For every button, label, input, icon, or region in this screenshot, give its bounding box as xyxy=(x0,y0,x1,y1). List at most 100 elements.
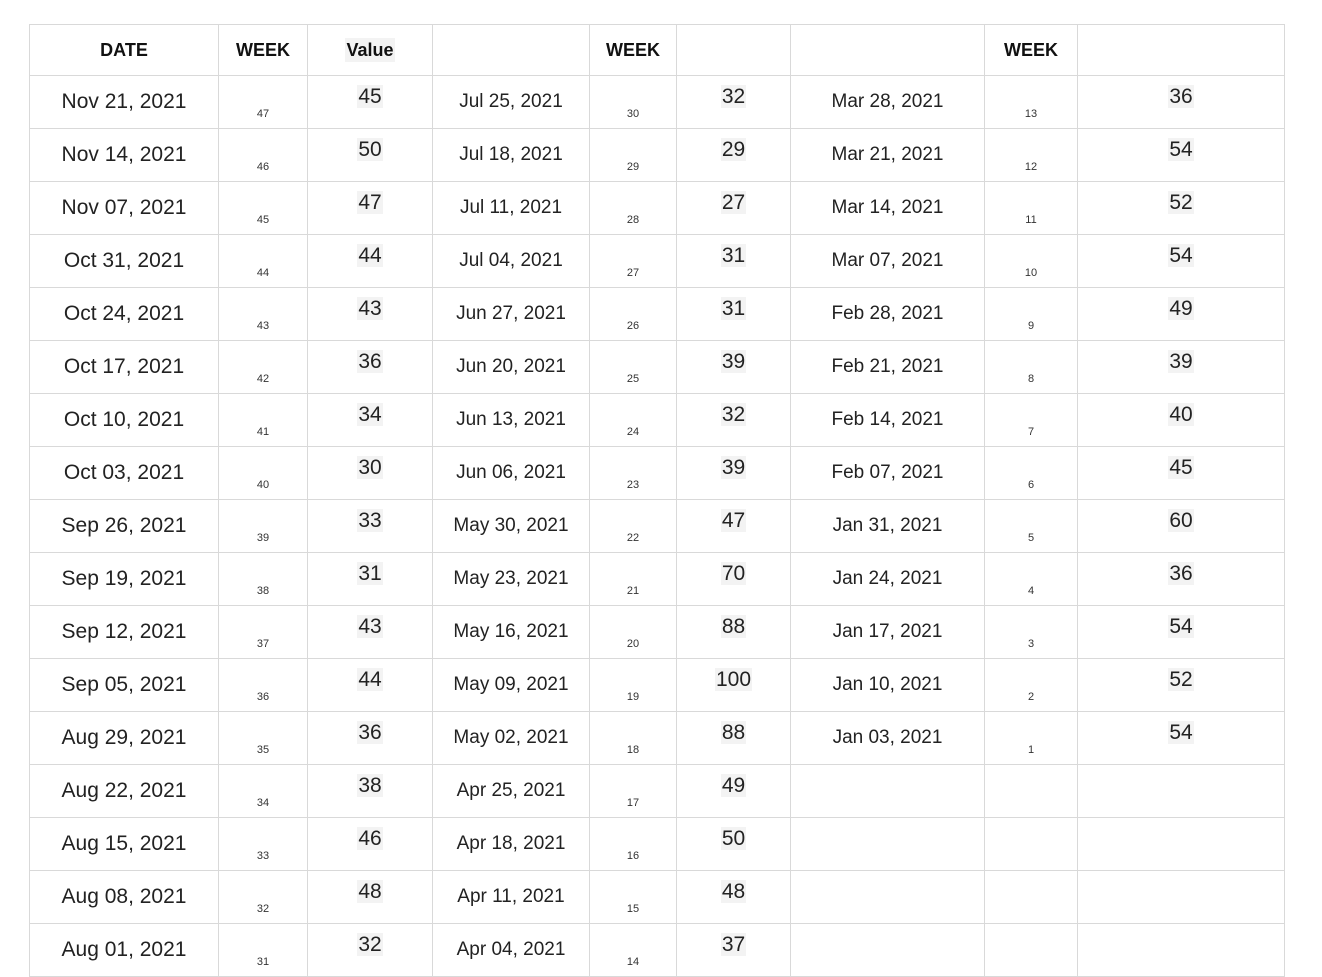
header-week: WEEK xyxy=(218,24,308,76)
date-cell: Jul 11, 2021 xyxy=(432,181,590,235)
date-cell: May 30, 2021 xyxy=(432,499,590,553)
value-cell: 54 xyxy=(1077,234,1285,288)
value-text: 88 xyxy=(720,721,747,744)
date-cell: Nov 14, 2021 xyxy=(29,128,219,182)
date-cell xyxy=(790,870,985,924)
value-cell: 49 xyxy=(676,764,791,818)
week-cell: 32 xyxy=(218,870,308,924)
date-cell: Nov 07, 2021 xyxy=(29,181,219,235)
value-cell xyxy=(1077,923,1285,977)
value-cell: 34 xyxy=(307,393,433,447)
value-text: 48 xyxy=(720,880,747,903)
date-cell: Jan 10, 2021 xyxy=(790,658,985,712)
value-cell: 31 xyxy=(676,287,791,341)
week-cell xyxy=(984,817,1078,871)
week-cell: 9 xyxy=(984,287,1078,341)
value-text: 32 xyxy=(720,85,747,108)
value-cell: 48 xyxy=(307,870,433,924)
header-value-2 xyxy=(676,24,791,76)
week-cell: 31 xyxy=(218,923,308,977)
value-cell: 36 xyxy=(1077,75,1285,129)
date-cell: Jun 13, 2021 xyxy=(432,393,590,447)
value-cell: 38 xyxy=(307,764,433,818)
table-body: Nov 21, 2021 47 45 Jul 25, 2021 30 32 Mar 28, … xyxy=(29,75,1285,977)
table-row: Aug 01, 2021 31 32 Apr 04, 2021 14 37 xyxy=(29,923,1285,977)
table-row: Oct 10, 2021 41 34 Jun 13, 2021 24 32 Feb 14, … xyxy=(29,393,1285,447)
date-cell: Sep 19, 2021 xyxy=(29,552,219,606)
date-cell: Mar 07, 2021 xyxy=(790,234,985,288)
value-cell: 44 xyxy=(307,234,433,288)
value-text: 70 xyxy=(720,562,747,585)
date-cell: Jul 04, 2021 xyxy=(432,234,590,288)
value-text: 88 xyxy=(720,615,747,638)
week-cell: 8 xyxy=(984,340,1078,394)
value-text: 36 xyxy=(357,350,383,373)
week-cell: 28 xyxy=(589,181,677,235)
table-row: Aug 29, 2021 35 36 May 02, 2021 18 88 Jan 03, … xyxy=(29,711,1285,765)
week-cell: 4 xyxy=(984,552,1078,606)
week-cell: 22 xyxy=(589,499,677,553)
week-cell: 16 xyxy=(589,817,677,871)
date-cell xyxy=(790,764,985,818)
value-cell: 32 xyxy=(307,923,433,977)
week-cell: 21 xyxy=(589,552,677,606)
date-cell: Jun 20, 2021 xyxy=(432,340,590,394)
value-cell: 88 xyxy=(676,711,791,765)
value-text: 31 xyxy=(720,297,747,320)
value-text: 49 xyxy=(1168,297,1194,320)
table-row: Aug 22, 2021 34 38 Apr 25, 2021 17 49 xyxy=(29,764,1285,818)
header-value-label: Value xyxy=(345,37,395,62)
value-cell: 31 xyxy=(676,234,791,288)
table-row: Sep 26, 2021 39 33 May 30, 2021 22 47 Jan 31, … xyxy=(29,499,1285,553)
week-cell: 10 xyxy=(984,234,1078,288)
week-cell: 43 xyxy=(218,287,308,341)
value-text: 39 xyxy=(1168,350,1194,373)
header-date-2 xyxy=(432,24,590,76)
value-text: 29 xyxy=(720,138,747,161)
date-cell: May 23, 2021 xyxy=(432,552,590,606)
date-cell: Aug 08, 2021 xyxy=(29,870,219,924)
week-cell: 19 xyxy=(589,658,677,712)
table-row: Oct 17, 2021 42 36 Jun 20, 2021 25 39 Feb 21, … xyxy=(29,340,1285,394)
date-cell: Aug 15, 2021 xyxy=(29,817,219,871)
value-text: 38 xyxy=(357,774,383,797)
date-cell: Oct 10, 2021 xyxy=(29,393,219,447)
value-text: 31 xyxy=(357,562,383,585)
week-cell: 36 xyxy=(218,658,308,712)
date-cell: Oct 03, 2021 xyxy=(29,446,219,500)
date-cell: Apr 18, 2021 xyxy=(432,817,590,871)
date-cell: Feb 07, 2021 xyxy=(790,446,985,500)
value-cell: 100 xyxy=(676,658,791,712)
value-cell: 49 xyxy=(1077,287,1285,341)
week-cell xyxy=(984,870,1078,924)
value-cell: 47 xyxy=(676,499,791,553)
week-cell: 23 xyxy=(589,446,677,500)
week-cell: 20 xyxy=(589,605,677,659)
value-cell: 60 xyxy=(1077,499,1285,553)
value-text: 30 xyxy=(357,456,383,479)
date-cell: Sep 05, 2021 xyxy=(29,658,219,712)
date-cell: Sep 26, 2021 xyxy=(29,499,219,553)
date-cell: Mar 28, 2021 xyxy=(790,75,985,129)
value-text: 36 xyxy=(357,721,383,744)
value-text: 43 xyxy=(357,297,383,320)
week-cell: 5 xyxy=(984,499,1078,553)
week-cell: 25 xyxy=(589,340,677,394)
value-cell: 36 xyxy=(307,711,433,765)
week-cell: 46 xyxy=(218,128,308,182)
week-cell: 13 xyxy=(984,75,1078,129)
date-cell: May 09, 2021 xyxy=(432,658,590,712)
value-cell: 32 xyxy=(676,75,791,129)
value-text: 54 xyxy=(1168,721,1194,744)
value-text: 52 xyxy=(1168,668,1194,691)
week-cell: 26 xyxy=(589,287,677,341)
value-text: 44 xyxy=(357,244,383,267)
date-cell xyxy=(790,923,985,977)
week-cell: 45 xyxy=(218,181,308,235)
week-cell: 34 xyxy=(218,764,308,818)
value-cell: 32 xyxy=(676,393,791,447)
value-cell: 50 xyxy=(676,817,791,871)
table-row: Aug 08, 2021 32 48 Apr 11, 2021 15 48 xyxy=(29,870,1285,924)
value-text: 36 xyxy=(1168,85,1194,108)
week-cell: 18 xyxy=(589,711,677,765)
